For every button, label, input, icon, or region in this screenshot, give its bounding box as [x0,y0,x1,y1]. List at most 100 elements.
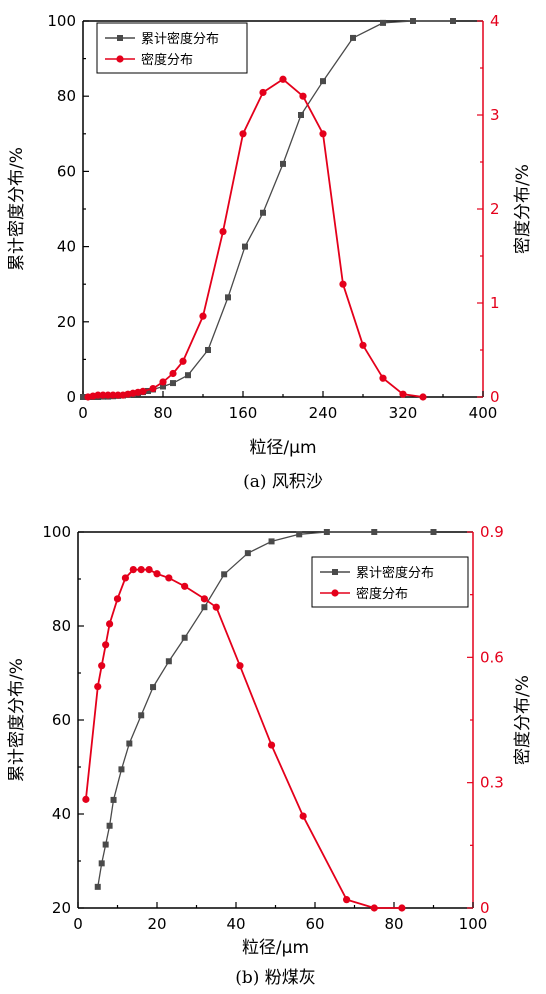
legend-marker-circle [331,589,339,597]
left-y-tick-label: 0 [66,388,76,406]
data-point-square [268,538,275,545]
x-tick-label: 20 [147,915,166,933]
legend-marker-square [332,569,338,575]
left-y-tick-label: 100 [42,523,71,541]
x-tick-label: 0 [78,404,88,422]
data-point-circle [139,387,147,395]
right-y-tick-label: 0.6 [480,648,504,666]
data-point-circle [239,130,247,138]
figure-caption: (b) 粉煤灰 [235,968,316,988]
left-y-tick-label: 100 [47,12,76,30]
data-point-circle [359,341,367,349]
data-point-circle [145,566,153,574]
data-point-circle [212,603,220,611]
left-y-tick-label: 40 [57,238,76,256]
left-y-axis-label: 累计密度分布/% [7,658,27,782]
data-point-square [380,19,386,26]
left-y-tick-label: 80 [57,87,76,105]
data-point-circle [219,227,227,236]
data-point-square [126,740,133,747]
right-y-tick-label: 0 [480,899,490,917]
data-point-circle [343,896,351,904]
legend-label: 密度分布 [356,586,408,602]
legend-box [311,556,469,608]
data-point-square [298,112,304,118]
data-point-square [110,796,117,803]
data-point-square [350,34,356,41]
x-tick-label: 80 [153,404,172,422]
data-point-square [160,383,166,390]
data-point-circle [259,88,267,97]
data-point-square [98,860,105,867]
figure-caption: (a) 风积沙 [243,472,323,492]
data-point-circle [106,620,114,628]
data-point-circle [236,662,244,670]
data-point-square [323,529,330,535]
chart-panel-0: 0 80 160 240 320 40002040608010001234粒径/μm累计密… [7,12,533,492]
data-point-circle [319,130,327,138]
data-point-square [170,380,176,387]
x-tick-label: 80 [384,915,403,933]
data-point-circle [121,574,129,582]
left-y-tick-label: 40 [52,805,71,823]
legend-label: 累计密度分布 [141,31,219,47]
data-point-square [296,531,303,538]
data-point-circle [94,682,102,691]
x-tick-label: 320 [389,404,418,422]
data-point-circle [199,312,207,320]
data-point-square [260,209,266,216]
data-point-square [371,529,378,535]
data-point-circle [165,574,173,582]
series-line-density [85,568,402,909]
data-point-circle [169,369,177,378]
data-point-square [150,684,157,691]
data-point-square [94,883,101,890]
data-point-square [165,658,172,665]
data-point-square [145,387,151,394]
left-y-tick-label: 20 [52,899,71,917]
data-point-circle [179,357,187,365]
data-point-circle [279,75,287,83]
data-point-square [205,347,211,353]
data-point-square [280,160,286,167]
data-point-circle [299,92,307,100]
data-point-circle [159,378,167,386]
data-point-circle [99,391,107,399]
data-point-circle [82,795,90,803]
data-point-square [80,394,86,400]
x-axis-label: 粒径/μm [249,438,316,458]
right-y-axis-label: 密度分布/% [513,675,533,765]
right-y-tick-label: 1 [490,294,500,312]
data-point-circle [339,280,347,288]
right-y-axis-label: 密度分布/% [513,164,533,254]
legend-label: 密度分布 [141,52,193,68]
data-point-circle [370,904,378,912]
data-point-circle [379,374,387,382]
data-point-circle [94,391,102,399]
data-point-circle [104,391,112,399]
x-tick-label: 160 [229,404,258,422]
left-y-tick-label: 80 [52,617,71,635]
legend-label: 累计密度分布 [356,565,434,581]
data-point-circle [113,595,122,603]
data-point-square [410,18,416,24]
data-point-circle [114,391,122,399]
x-tick-label: 0 [73,915,83,933]
data-point-square [244,550,251,557]
data-point-square [138,712,145,719]
legend-marker-square [117,35,123,41]
data-point-square [185,372,191,379]
data-point-circle [102,641,110,649]
data-point-circle [129,566,137,574]
x-tick-label: 240 [309,404,338,422]
right-y-tick-label: 4 [490,12,500,30]
legend-box [96,22,248,74]
data-point-circle [137,566,145,574]
data-point-circle [153,570,161,578]
series-line-cumulative [83,20,453,398]
data-point-circle [419,393,427,401]
right-y-tick-label: 0.3 [480,774,504,792]
data-point-circle [299,812,307,820]
x-tick-label: 40 [226,915,245,933]
